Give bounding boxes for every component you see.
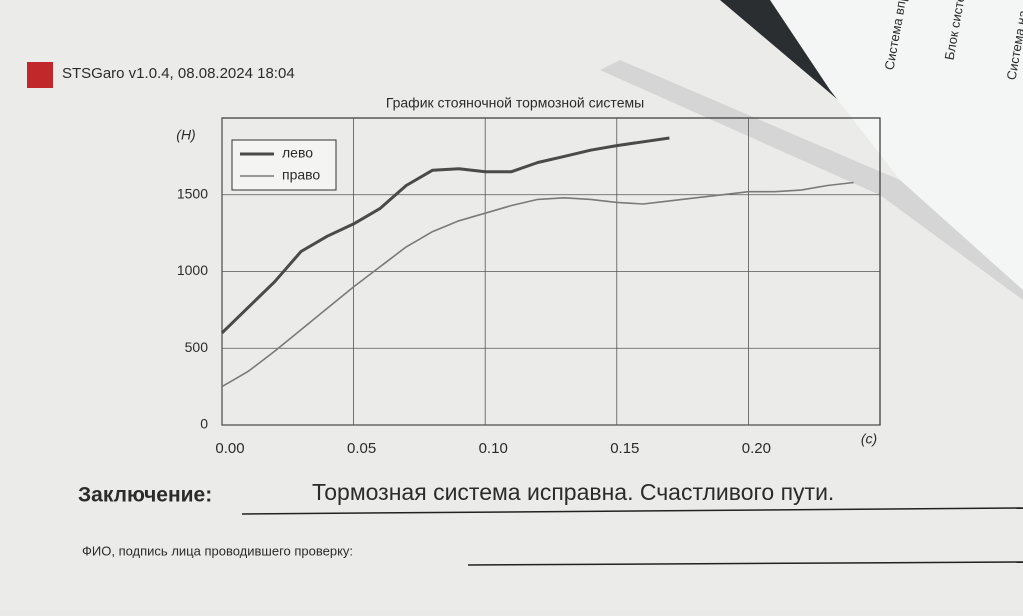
chart-title: График стояночной тормозной системы bbox=[386, 95, 644, 111]
signature-line bbox=[467, 561, 1023, 566]
x-tick-label: 0.05 bbox=[347, 440, 376, 457]
plot: 0 500 1000 1500 0.00 0.05 0.10 0.15 0.20 лево прав… bbox=[177, 117, 881, 457]
header-title: STSGaro v1.0.4, 08.08.2024 18:04 bbox=[62, 65, 295, 82]
legend-box bbox=[231, 139, 337, 191]
line-series bbox=[220, 136, 670, 334]
conclusion-underline bbox=[241, 507, 1023, 515]
x-tick-label: 0.00 bbox=[215, 440, 244, 457]
legend-label: право bbox=[282, 167, 320, 183]
x-tick-label: 0.15 bbox=[610, 440, 639, 457]
paper-fold bbox=[600, 60, 1023, 300]
conclusion-label: Заключение: bbox=[78, 484, 212, 507]
legend-label: лево bbox=[282, 145, 313, 161]
line-series bbox=[221, 181, 854, 388]
screen-panel bbox=[770, 0, 1023, 300]
x-tick-label: 0.20 bbox=[742, 440, 771, 457]
y-tick-label: 1500 bbox=[177, 185, 208, 201]
signature-label: ФИО, подпись лица проводившего проверку: bbox=[82, 543, 353, 558]
logo bbox=[27, 62, 53, 88]
x-tick-label: 0.10 bbox=[479, 440, 508, 457]
x-axis-label: (c) bbox=[861, 431, 877, 447]
y-axis-label: (Н) bbox=[176, 127, 195, 143]
y-tick-label: 1000 bbox=[177, 262, 208, 278]
y-tick-label: 500 bbox=[185, 339, 209, 355]
y-tick-label: 0 bbox=[200, 416, 208, 432]
conclusion-text: Тормозная система исправна. Счастливого … bbox=[312, 479, 834, 505]
